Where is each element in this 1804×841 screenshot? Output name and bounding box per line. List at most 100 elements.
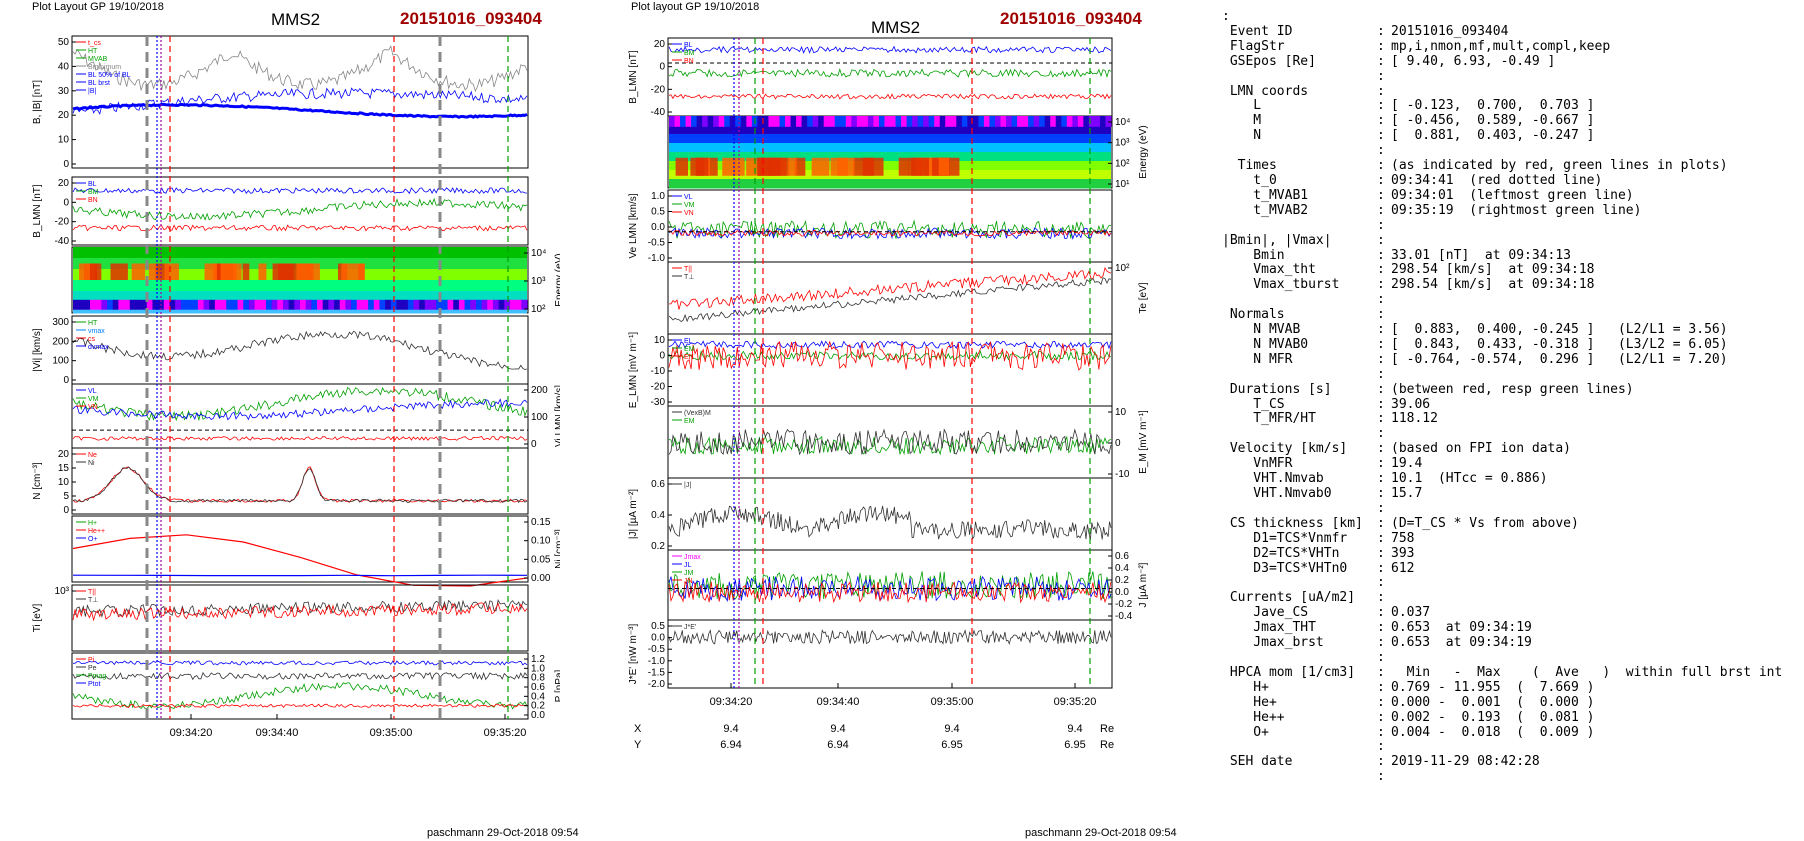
tick-label: -40 xyxy=(651,107,666,118)
tick-label: 0.4 xyxy=(531,691,545,702)
spectrogram-noise xyxy=(180,299,188,310)
legend-label: J*E' xyxy=(684,624,696,631)
summary-colon: : xyxy=(1377,366,1385,382)
spectrogram-noise xyxy=(237,299,244,310)
series-line xyxy=(72,466,528,503)
series-line xyxy=(72,187,528,195)
summary-value: [ 0.883, 0.400, -0.245 ] (L2/L1 = 3.56) xyxy=(1391,322,1728,338)
spectrogram-band xyxy=(669,152,1111,162)
spectrogram-band xyxy=(669,125,1111,135)
tick-label: -20 xyxy=(651,84,666,95)
summary-value: Min - Max ( Ave ) within full brst int xyxy=(1391,664,1783,680)
summary-line: L: [ -0.123, 0.700, 0.703 ] xyxy=(1222,99,1802,114)
summary-line: Normals: xyxy=(1222,307,1802,323)
summary-colon: : xyxy=(1377,560,1385,576)
summary-colon: : xyxy=(1377,590,1385,606)
spectrogram-noise xyxy=(674,116,681,127)
summary-key: L xyxy=(1222,98,1262,114)
legend-label: vmax xyxy=(88,328,105,335)
axis-label: P [nPa] xyxy=(554,669,560,702)
spectrogram-noise xyxy=(311,299,318,310)
time-tick-label: 09:35:20 xyxy=(484,727,527,739)
axis-label: Te [eV] xyxy=(1138,282,1149,313)
series-line xyxy=(72,330,528,370)
summary-key xyxy=(1222,144,1377,159)
summary-key xyxy=(1222,770,1377,785)
coord-label: X xyxy=(634,723,642,735)
spectrogram-noise xyxy=(867,116,874,127)
spectrogram-noise xyxy=(84,299,91,310)
time-tick-label: 09:34:40 xyxy=(256,727,299,739)
spectrogram-noise xyxy=(322,299,329,310)
legend-label: VL xyxy=(684,194,693,201)
summary-key: |Bmin|, |Vmax| xyxy=(1222,232,1332,248)
tick-label: 0.10 xyxy=(531,536,551,547)
legend-label: Bminimum xyxy=(88,64,121,71)
tick-label: 300 xyxy=(52,317,69,328)
tick-label: 0 xyxy=(63,159,69,170)
summary-line: Vmax_tht:298.54 [km/s] at 09:34:18 xyxy=(1222,263,1802,278)
summary-colon: : xyxy=(1377,158,1385,174)
axis-label: B_LMN [nT] xyxy=(628,50,639,104)
spectrogram-band xyxy=(73,280,527,292)
spectrogram-noise xyxy=(878,116,885,127)
summary-colon: : xyxy=(1377,247,1385,263)
spectrogram-noise xyxy=(746,116,753,127)
summary-key xyxy=(1222,502,1377,517)
spectrogram-noise xyxy=(248,299,256,310)
tick-label: 5 xyxy=(63,491,69,502)
series-line xyxy=(72,436,528,441)
summary-colon: : xyxy=(1377,172,1385,188)
spectrogram-noise xyxy=(334,299,341,310)
spectrogram-noise xyxy=(1017,116,1024,127)
legend-label: O+ xyxy=(88,536,98,543)
summary-line: Currents [uA/m2]: xyxy=(1222,590,1802,606)
spectrogram-noise xyxy=(796,116,803,127)
summary-line: D3=TCS*VHTn0:612 xyxy=(1222,560,1802,577)
time-tick-label: 09:35:20 xyxy=(1054,696,1097,708)
spectrogram-noise xyxy=(118,299,125,310)
summary-key xyxy=(1222,219,1377,234)
tick-label: 100 xyxy=(52,356,69,367)
summary-key: D1=TCS*Vnmfr xyxy=(1222,530,1348,546)
spectrogram-noise xyxy=(724,116,731,127)
summary-line: VnMFR:19.4 xyxy=(1222,456,1802,472)
summary-colon: : xyxy=(1377,679,1385,695)
tick-label: 1.0 xyxy=(651,191,665,202)
legend-label: BM xyxy=(684,50,695,57)
spectrogram-noise xyxy=(504,299,511,310)
spectrogram-noise xyxy=(294,299,301,310)
summary-line: : xyxy=(1222,426,1802,442)
spectrogram-noise xyxy=(718,116,725,127)
summary-colon: : xyxy=(1377,202,1385,218)
spectrogram-noise xyxy=(685,116,692,127)
spectrogram-noise xyxy=(906,116,913,127)
coord-value: 6.94 xyxy=(720,739,741,750)
spectrogram-noise xyxy=(379,299,386,310)
summary-line: VHT.Nmvab:10.1 (HTcc = 0.886) xyxy=(1222,471,1802,487)
spectrogram-noise xyxy=(282,299,290,310)
spectrogram-noise xyxy=(135,299,142,310)
spectrogram-noise xyxy=(740,116,747,127)
panel-frame xyxy=(71,515,529,583)
summary-key: D3=TCS*VHTn0 xyxy=(1222,560,1348,576)
summary-value: 0.004 - 0.018 ( 0.009 ) xyxy=(1391,724,1595,740)
legend-label: EN xyxy=(684,354,694,361)
summary-line: Durations [s]: (between red, resp green l… xyxy=(1222,382,1802,398)
spectrogram-noise xyxy=(956,116,963,127)
summary-colon: : xyxy=(1377,232,1385,248)
spectrogram-noise xyxy=(1055,116,1062,127)
tick-label: 10 xyxy=(58,477,70,488)
summary-value: [ 0.843, 0.433, -0.318 ] (L3/L2 = 6.05) xyxy=(1391,336,1728,352)
legend-label: EL xyxy=(684,338,693,345)
panel-frame xyxy=(71,315,529,385)
spectrogram-noise xyxy=(890,116,897,127)
summary-line: Jmax_THT:0.653 at 09:34:19 xyxy=(1222,620,1802,636)
time-tick-label: 09:34:20 xyxy=(170,727,213,739)
legend-label: cs xyxy=(88,336,96,343)
legend-label: EM xyxy=(684,346,695,353)
spectrogram-hot-region xyxy=(148,263,157,280)
coord-value: 9.4 xyxy=(944,723,959,735)
summary-colon: : xyxy=(1377,694,1385,710)
spectrogram-noise xyxy=(362,299,369,310)
